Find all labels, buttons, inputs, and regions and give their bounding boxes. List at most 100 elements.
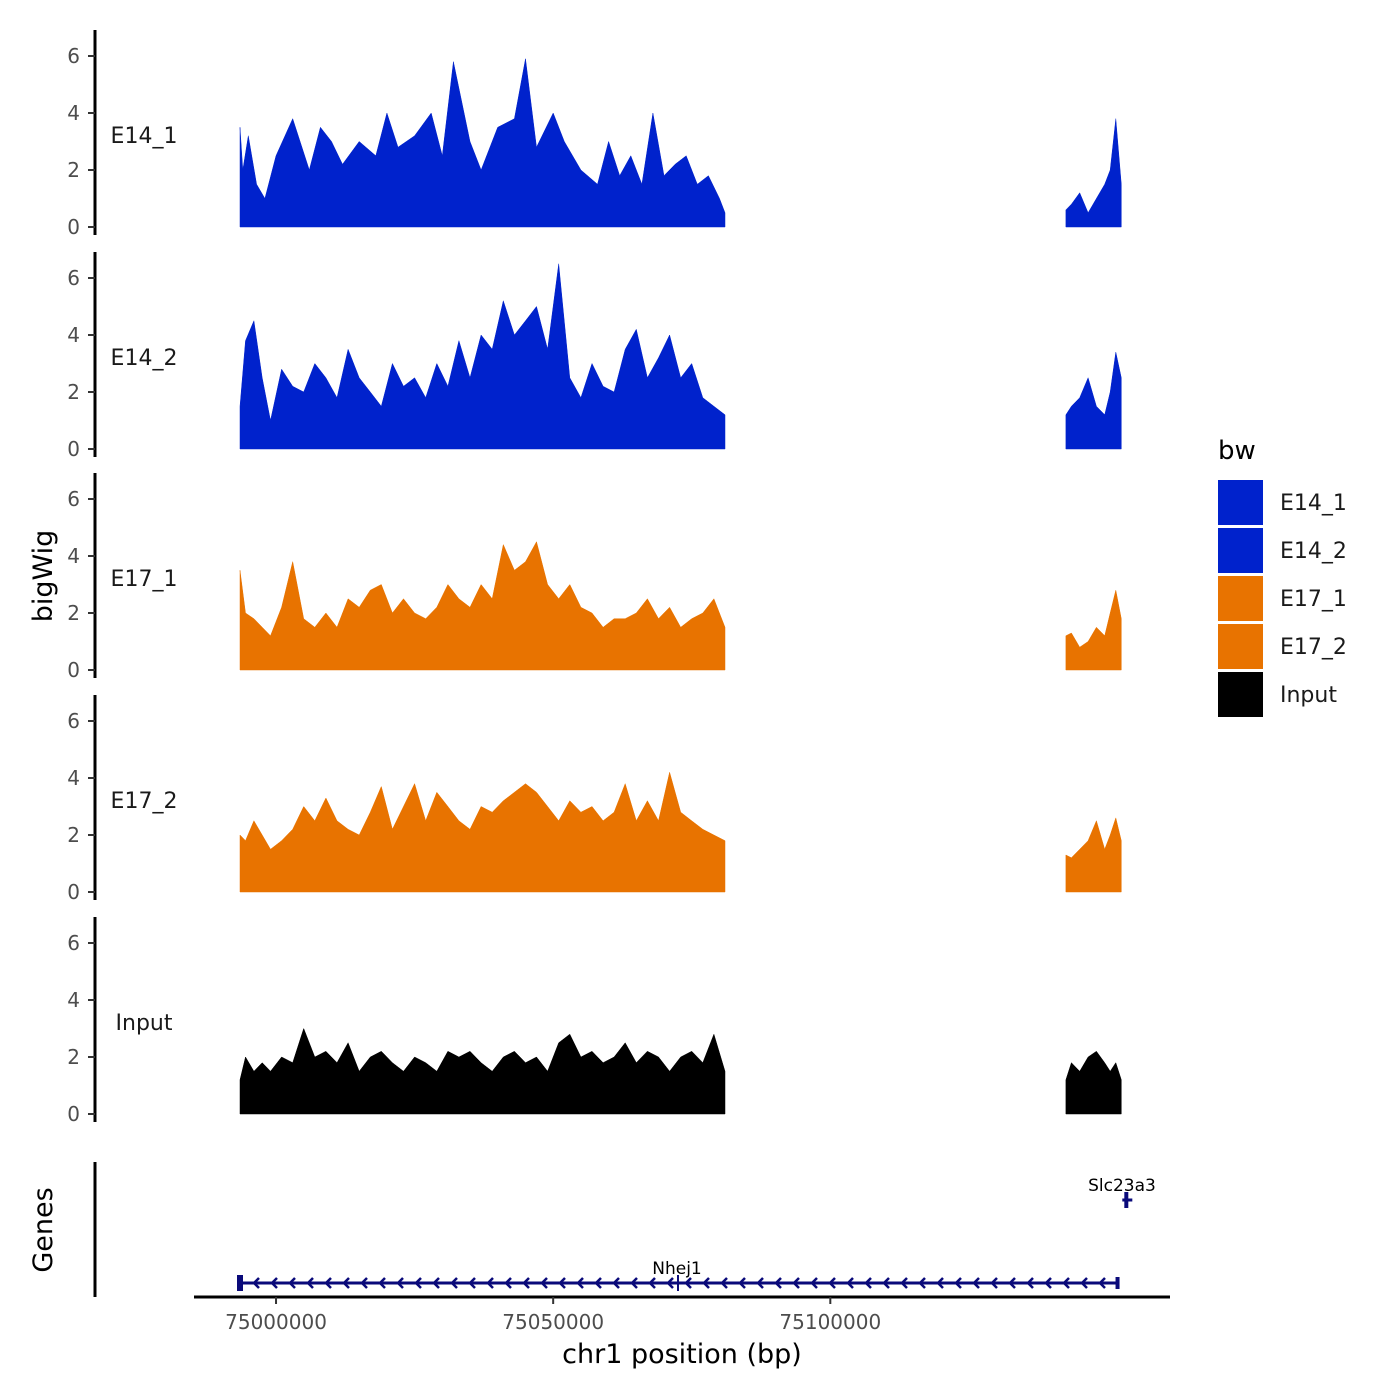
y-tick-label: 2 [67, 158, 80, 182]
gene-exon [1124, 1192, 1129, 1208]
strand-arrow [792, 1277, 800, 1289]
strand-arrow [594, 1277, 602, 1289]
strand-arrow [720, 1277, 728, 1289]
strand-arrow [558, 1277, 566, 1289]
y-axis-title: bigWig [28, 530, 59, 623]
strand-arrow [252, 1277, 260, 1289]
strand-arrow [918, 1277, 926, 1289]
track-area-E17_2-segment-2 [1065, 816, 1122, 893]
track-area-E17_2-segment-1 [239, 772, 726, 893]
track-E17_2: 0 2 4 6 E17_2 [67, 695, 1122, 904]
strand-arrow [954, 1277, 962, 1289]
legend-swatch [1218, 576, 1263, 621]
legend-item-Input: Input [1218, 672, 1337, 717]
strand-arrow [504, 1277, 512, 1289]
track-label: Input [116, 1011, 173, 1036]
strand-arrow [702, 1277, 710, 1289]
track-area-E14_2-segment-2 [1065, 352, 1122, 450]
y-tick-label: 2 [67, 380, 80, 404]
track-area-E14_1-segment-1 [239, 58, 726, 228]
y-tick-label: 6 [67, 44, 80, 68]
strand-arrow [972, 1277, 980, 1289]
strand-arrow [324, 1277, 332, 1289]
legend-label: E14_1 [1280, 491, 1347, 516]
strand-arrow [828, 1277, 836, 1289]
legend-swatch [1218, 624, 1263, 669]
x-tick-label: 75000000 [225, 1310, 327, 1334]
strand-arrow [936, 1277, 944, 1289]
strand-arrow [342, 1277, 350, 1289]
x-tick-label: 75050000 [502, 1310, 604, 1334]
y-tick-label: 0 [67, 437, 80, 461]
strand-arrow [1080, 1277, 1088, 1289]
strand-arrow [270, 1277, 278, 1289]
legend-item-E17_2: E17_2 [1218, 624, 1347, 669]
y-tick-label: 2 [67, 1045, 80, 1069]
strand-arrow [396, 1277, 404, 1289]
legend-label: Input [1280, 683, 1337, 708]
track-E14_1: 0 2 4 6 E14_1 [67, 30, 1122, 239]
strand-arrow [540, 1277, 548, 1289]
legend-swatch [1218, 480, 1263, 525]
gene-exon [237, 1275, 243, 1291]
strand-arrow [756, 1277, 764, 1289]
legend-label: E17_2 [1280, 635, 1347, 660]
gene-exon [1115, 1277, 1120, 1289]
strand-arrow [846, 1277, 854, 1289]
track-label: E14_2 [111, 346, 178, 371]
strand-arrow [648, 1277, 656, 1289]
strand-arrow [1062, 1277, 1070, 1289]
y-tick-label: 4 [67, 988, 80, 1012]
strand-arrow [666, 1277, 674, 1289]
y-tick-label: 0 [67, 658, 80, 682]
strand-arrow [774, 1277, 782, 1289]
track-E17_1: 0 2 4 6 E17_1 [67, 473, 1122, 682]
strand-arrow [522, 1277, 530, 1289]
strand-arrow [1008, 1277, 1016, 1289]
y-tick-label: 6 [67, 709, 80, 733]
track-area-E17_1-segment-2 [1065, 590, 1122, 671]
track-area-E14_1-segment-2 [1065, 118, 1122, 228]
strand-arrow [1044, 1277, 1052, 1289]
track-area-Input-segment-1 [239, 1027, 726, 1115]
y-tick-label: 4 [67, 544, 80, 568]
legend-item-E14_1: E14_1 [1218, 480, 1347, 525]
genes-y-axis-title: Genes [28, 1187, 59, 1272]
gene-Nhej1: Nhej1 [237, 1259, 1120, 1291]
strand-arrow [738, 1277, 746, 1289]
y-tick-label: 4 [67, 323, 80, 347]
genes-panel: Genes Nhej1 Slc23a3 [28, 1162, 1156, 1297]
y-tick-label: 2 [67, 601, 80, 625]
legend-label: E17_1 [1280, 587, 1347, 612]
strand-arrow [486, 1277, 494, 1289]
legend-item-E17_1: E17_1 [1218, 576, 1347, 621]
strand-arrow [900, 1277, 908, 1289]
legend-swatch [1218, 672, 1263, 717]
strand-arrow [1098, 1277, 1106, 1289]
track-Input: 0 2 4 6 Input [67, 917, 1122, 1126]
y-tick-label: 4 [67, 766, 80, 790]
gene-Slc23a3: Slc23a3 [1088, 1176, 1156, 1208]
strand-arrow [684, 1277, 692, 1289]
legend-swatch [1218, 528, 1263, 573]
strand-arrow [378, 1277, 386, 1289]
strand-arrow [432, 1277, 440, 1289]
gene-label: Nhej1 [652, 1259, 702, 1279]
legend-label: E14_2 [1280, 539, 1347, 564]
strand-arrow [468, 1277, 476, 1289]
strand-arrow [630, 1277, 638, 1289]
track-label: E17_2 [111, 789, 178, 814]
strand-arrow [414, 1277, 422, 1289]
track-E14_2: 0 2 4 6 E14_2 [67, 252, 1122, 461]
y-tick-label: 2 [67, 823, 80, 847]
strand-arrow [450, 1277, 458, 1289]
strand-arrow [864, 1277, 872, 1289]
strand-arrow [288, 1277, 296, 1289]
y-tick-label: 0 [67, 1102, 80, 1126]
strand-arrow [990, 1277, 998, 1289]
y-tick-label: 6 [67, 266, 80, 290]
y-tick-label: 4 [67, 101, 80, 125]
x-axis-title: chr1 position (bp) [562, 1339, 802, 1370]
strand-arrow [1026, 1277, 1034, 1289]
legend-title: bw [1218, 436, 1256, 466]
